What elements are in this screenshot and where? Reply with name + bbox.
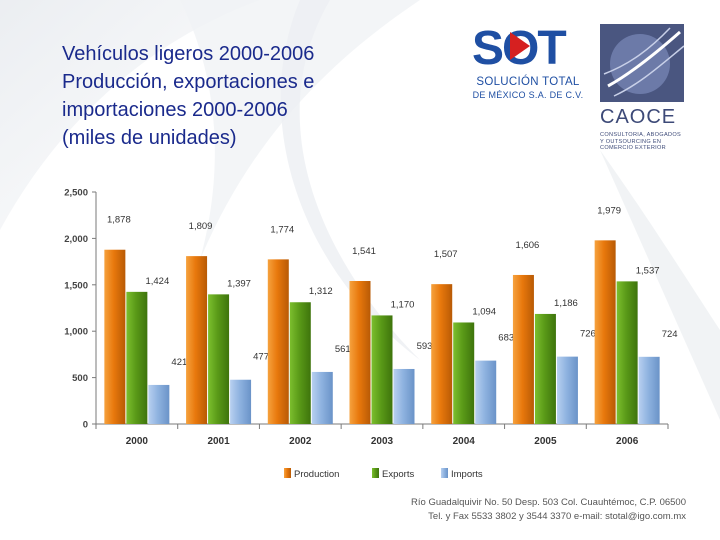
legend-swatch-imports bbox=[441, 468, 448, 478]
bar-imports-2006 bbox=[638, 356, 660, 424]
legend-label-production: Production bbox=[294, 469, 339, 480]
x-tick-label-2006: 2006 bbox=[616, 436, 639, 447]
bar-production-2003 bbox=[349, 280, 371, 424]
caoce-tag-line-3: COMERCIO EXTERIOR bbox=[600, 145, 667, 152]
legend-swatch-production bbox=[284, 468, 291, 478]
bar-exports-2001 bbox=[208, 294, 230, 424]
sot-logo-line-1: SOLUCIÓN TOTAL bbox=[476, 76, 580, 88]
x-tick-label-2003: 2003 bbox=[371, 436, 394, 447]
x-tick-label-2001: 2001 bbox=[207, 436, 230, 447]
bar-exports-2005 bbox=[534, 313, 556, 424]
data-label-imports-2002: 561 bbox=[335, 344, 351, 355]
x-tick-label-2002: 2002 bbox=[289, 436, 312, 447]
bar-imports-2002 bbox=[311, 371, 333, 424]
bar-imports-2005 bbox=[556, 356, 578, 424]
bar-production-2005 bbox=[512, 274, 534, 424]
bar-exports-2000 bbox=[126, 291, 148, 424]
bar-production-2006 bbox=[594, 240, 616, 424]
bar-imports-2004 bbox=[475, 360, 497, 424]
bar-imports-2000 bbox=[148, 384, 170, 424]
data-label-production-2000: 1,878 bbox=[107, 215, 131, 226]
bar-production-2001 bbox=[186, 256, 208, 424]
data-label-production-2006: 1,979 bbox=[597, 205, 621, 216]
sot-logo: SOT SOLUCIÓN TOTAL DE MÉXICO S.A. DE C.V… bbox=[466, 22, 586, 106]
bar-exports-2003 bbox=[371, 315, 393, 424]
data-label-exports-2004: 1,094 bbox=[472, 306, 496, 317]
data-label-exports-2002: 1,312 bbox=[309, 286, 333, 297]
data-label-imports-2000: 421 bbox=[171, 357, 187, 368]
data-label-exports-2005: 1,186 bbox=[554, 298, 578, 309]
data-label-imports-2001: 477 bbox=[253, 352, 269, 363]
footer-address: Río Guadalquivir No. 50 Desp. 503 Col. C… bbox=[411, 497, 686, 508]
data-label-imports-2005: 726 bbox=[580, 329, 596, 340]
slide-title: Vehículos ligeros 2000-2006 Producción, … bbox=[62, 40, 392, 152]
caoce-tag-line-1: CONSULTORIA, ABOGADOS bbox=[600, 132, 682, 138]
x-tick-label-2000: 2000 bbox=[126, 436, 149, 447]
data-label-exports-2003: 1,170 bbox=[391, 299, 415, 310]
y-tick-label: 0 bbox=[83, 420, 88, 431]
data-label-imports-2006: 724 bbox=[662, 329, 678, 340]
bar-exports-2004 bbox=[453, 322, 475, 424]
y-tick-label: 1,500 bbox=[64, 280, 88, 291]
caoce-tag-line-2: Y OUTSOURCING EN bbox=[600, 138, 662, 145]
data-label-imports-2004: 683 bbox=[498, 333, 514, 344]
bar-imports-2003 bbox=[393, 368, 415, 424]
footer-phone-email: Tel. y Fax 5533 3802 y 3544 3370 e-mail:… bbox=[428, 511, 686, 522]
bar-production-2004 bbox=[431, 284, 453, 424]
data-label-production-2002: 1,774 bbox=[270, 224, 294, 235]
title-line-3: importaciones 2000-2006 bbox=[62, 99, 288, 121]
legend-swatch-exports bbox=[372, 468, 379, 478]
data-label-exports-2001: 1,397 bbox=[227, 278, 251, 289]
data-label-production-2004: 1,507 bbox=[434, 249, 458, 260]
y-tick-label: 2,500 bbox=[64, 188, 88, 199]
y-tick-label: 1,000 bbox=[64, 327, 88, 338]
data-label-exports-2006: 1,537 bbox=[636, 265, 660, 276]
caoce-logo: CAOCE CONSULTORIA, ABOGADOS Y OUTSOURCIN… bbox=[600, 24, 686, 152]
title-line-4: (miles de unidades) bbox=[62, 127, 237, 149]
x-tick-label-2005: 2005 bbox=[534, 436, 557, 447]
bar-exports-2006 bbox=[616, 281, 638, 424]
y-tick-label: 2,000 bbox=[64, 234, 88, 245]
title-line-2: Producción, exportaciones e bbox=[62, 71, 315, 93]
sot-logo-mark: SOT bbox=[472, 22, 568, 70]
data-label-exports-2000: 1,424 bbox=[145, 276, 169, 287]
bar-production-2002 bbox=[267, 259, 289, 424]
caoce-globe-icon bbox=[600, 24, 684, 102]
bar-imports-2001 bbox=[230, 379, 252, 424]
caoce-logo-tagline: CONSULTORIA, ABOGADOS Y OUTSOURCING EN C… bbox=[600, 132, 686, 152]
data-label-production-2003: 1,541 bbox=[352, 246, 376, 257]
title-line-1: Vehículos ligeros 2000-2006 bbox=[62, 43, 315, 65]
bar-production-2000 bbox=[104, 249, 126, 424]
sot-logo-line-2: DE MÉXICO S.A. DE C.V. bbox=[472, 90, 584, 100]
data-label-production-2005: 1,606 bbox=[516, 240, 540, 251]
bar-exports-2002 bbox=[289, 302, 311, 424]
y-tick-label: 500 bbox=[72, 373, 88, 384]
data-label-production-2001: 1,809 bbox=[189, 221, 213, 232]
x-tick-label-2004: 2004 bbox=[453, 436, 476, 447]
footer-contact: Río Guadalquivir No. 50 Desp. 503 Col. C… bbox=[380, 496, 686, 524]
legend-label-imports: Imports bbox=[451, 469, 483, 480]
legend-label-exports: Exports bbox=[382, 469, 414, 480]
caoce-logo-name: CAOCE bbox=[600, 106, 677, 128]
data-label-imports-2003: 593 bbox=[417, 341, 433, 352]
